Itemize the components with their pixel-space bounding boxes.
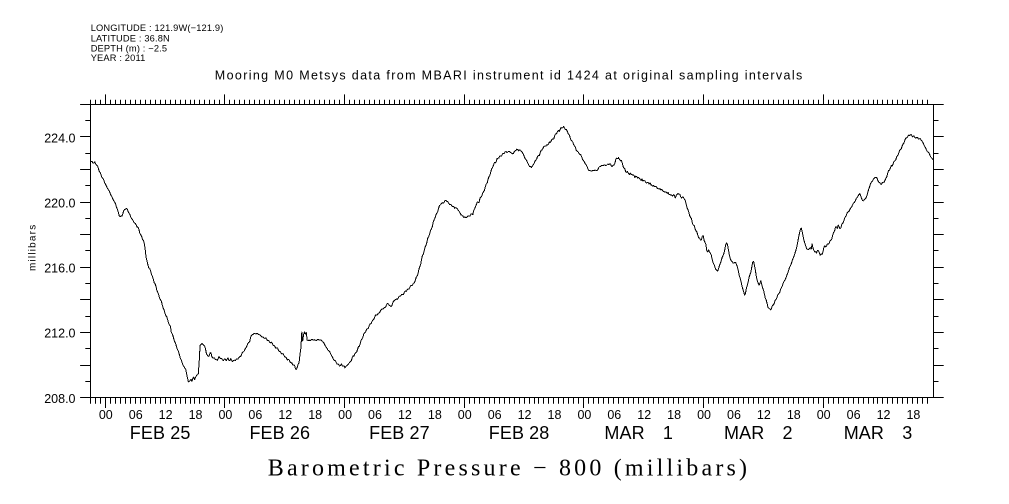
svg-text:224.0: 224.0: [44, 131, 75, 145]
svg-text:00: 00: [338, 408, 352, 422]
svg-text:06: 06: [129, 408, 143, 422]
svg-text:18: 18: [787, 408, 801, 422]
svg-text:212.0: 212.0: [44, 327, 75, 341]
svg-text:FEB 26: FEB 26: [249, 423, 310, 443]
svg-text:FEB 28: FEB 28: [489, 423, 550, 443]
svg-text:12: 12: [877, 408, 891, 422]
svg-text:DEPTH (m) : −2.5: DEPTH (m) : −2.5: [91, 44, 168, 54]
svg-text:06: 06: [248, 408, 262, 422]
svg-text:00: 00: [218, 408, 232, 422]
svg-text:Barometric Pressure − 800 (mil: Barometric Pressure − 800 (millibars): [268, 456, 751, 482]
svg-text:18: 18: [548, 408, 562, 422]
svg-text:00: 00: [697, 408, 711, 422]
svg-text:18: 18: [667, 408, 681, 422]
svg-text:MAR 2: MAR 2: [724, 423, 793, 443]
svg-text:18: 18: [428, 408, 442, 422]
svg-text:00: 00: [99, 408, 113, 422]
svg-text:12: 12: [159, 408, 173, 422]
svg-text:FEB 27: FEB 27: [369, 423, 430, 443]
svg-text:LATITUDE : 36.8N: LATITUDE : 36.8N: [91, 33, 170, 43]
svg-text:216.0: 216.0: [44, 262, 75, 276]
svg-text:18: 18: [906, 408, 920, 422]
svg-text:06: 06: [847, 408, 861, 422]
svg-text:MAR 3: MAR 3: [844, 423, 913, 443]
svg-text:FEB 25: FEB 25: [130, 423, 191, 443]
svg-text:12: 12: [757, 408, 771, 422]
svg-text:06: 06: [368, 408, 382, 422]
svg-text:YEAR : 2011: YEAR : 2011: [91, 53, 146, 63]
svg-text:18: 18: [308, 408, 322, 422]
svg-text:208.0: 208.0: [44, 392, 75, 406]
svg-text:12: 12: [637, 408, 651, 422]
svg-text:00: 00: [577, 408, 591, 422]
svg-text:12: 12: [398, 408, 412, 422]
svg-text:06: 06: [607, 408, 621, 422]
svg-text:12: 12: [518, 408, 532, 422]
svg-text:220.0: 220.0: [44, 196, 75, 210]
svg-text:MAR 1: MAR 1: [604, 423, 673, 443]
svg-text:06: 06: [488, 408, 502, 422]
svg-text:12: 12: [278, 408, 292, 422]
svg-text:Mooring M0 Metsys data from MB: Mooring M0 Metsys data from MBARI instru…: [215, 68, 804, 82]
svg-text:00: 00: [817, 408, 831, 422]
svg-text:00: 00: [458, 408, 472, 422]
svg-text:06: 06: [727, 408, 741, 422]
svg-text:18: 18: [189, 408, 203, 422]
svg-text:millibars: millibars: [28, 224, 39, 271]
svg-text:LONGITUDE : 121.9W(−121.9): LONGITUDE : 121.9W(−121.9): [91, 23, 224, 33]
